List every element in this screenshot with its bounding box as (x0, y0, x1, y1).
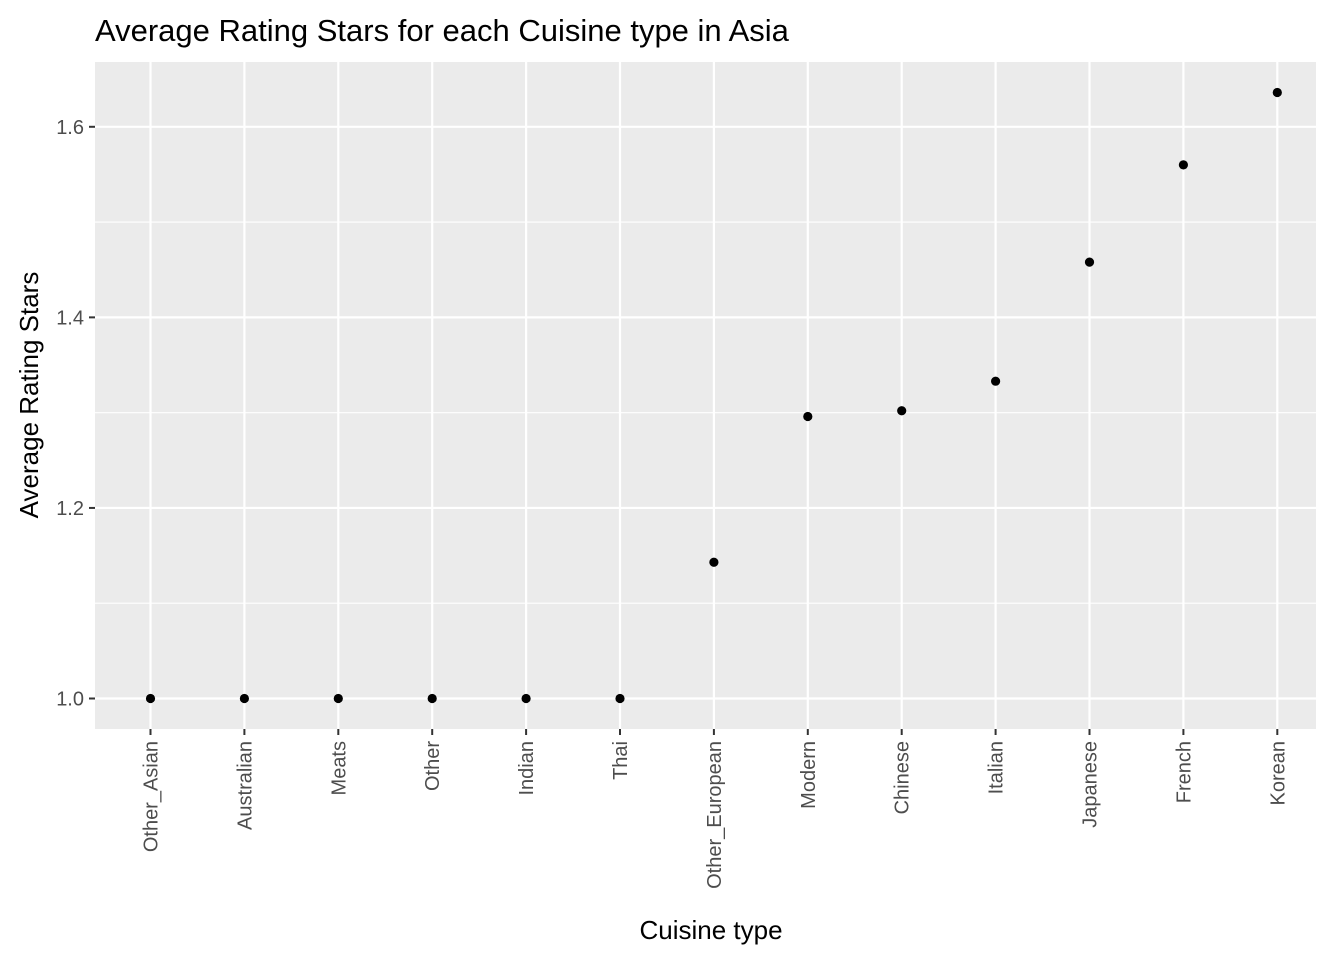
data-point (803, 411, 813, 422)
data-point (521, 693, 531, 704)
minor-gridlines (95, 221, 1316, 604)
y-axis-title: Average Rating Stars (14, 272, 44, 519)
x-tick-label: Australian (234, 741, 256, 830)
x-tick-label: Modern (798, 741, 820, 809)
y-tick-label: 1.4 (56, 307, 84, 329)
plot-panel (95, 62, 1316, 729)
data-point (615, 693, 625, 704)
y-axis-ticks: 1.0 1.2 1.4 1.6 (56, 117, 95, 711)
x-tick-label: Indian (516, 741, 538, 796)
data-point (1272, 87, 1282, 98)
y-tick-label: 1.6 (56, 117, 84, 139)
x-tick-label: Japanese (1080, 741, 1102, 828)
data-point (145, 693, 156, 704)
x-tick-label: Other_European (704, 741, 726, 889)
x-tick-label: Chinese (892, 741, 914, 814)
x-tick-label: Other_Asian (141, 741, 163, 852)
x-axis-ticks: Other_Asian Australian Meats Other Indian Tha… (141, 729, 1289, 889)
x-tick-label: Italian (986, 741, 1008, 794)
data-point (427, 693, 437, 704)
x-tick-label: French (1173, 741, 1195, 803)
x-tick-label: Other (422, 741, 444, 791)
data-point (1084, 257, 1095, 267)
x-tick-label: Meats (328, 741, 350, 795)
data-points (145, 87, 1282, 704)
chart-title: Average Rating Stars for each Cuisine ty… (95, 13, 790, 48)
y-tick-label: 1.0 (56, 689, 84, 711)
data-point (1178, 160, 1188, 170)
data-point (239, 693, 249, 704)
y-tick-label: 1.2 (56, 498, 84, 520)
x-axis-title: Cuisine type (639, 915, 782, 945)
data-point (709, 557, 719, 567)
data-point (897, 406, 907, 416)
data-point (333, 693, 343, 704)
x-tick-label: Thai (610, 741, 632, 780)
major-gridlines (95, 62, 1316, 729)
x-tick-label: Korean (1267, 741, 1289, 806)
data-point (991, 376, 1001, 386)
